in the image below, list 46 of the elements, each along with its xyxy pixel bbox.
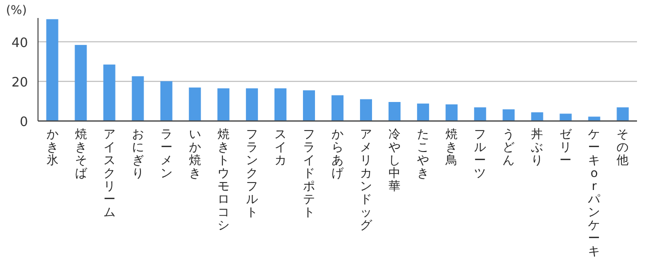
y-tick-label: 0 (20, 115, 28, 130)
x-tick-label: フライドポテト (302, 127, 315, 219)
x-tick-label: 冷やし中華 (388, 127, 401, 193)
category-label: ケーキorパンケーキ (588, 127, 600, 258)
x-tick-label: フランクフルト (246, 127, 258, 219)
bar (560, 114, 572, 121)
bar (417, 104, 430, 121)
x-tick-label: からあげ (332, 127, 344, 180)
x-tick-label: ゼリー (560, 127, 573, 167)
bar (446, 104, 458, 121)
x-tick-label: アイスクリーム (103, 127, 116, 219)
x-tick-label: 焼きトウモロコシ (217, 127, 230, 232)
y-tick-label: 20 (11, 75, 28, 90)
bar (103, 64, 116, 121)
y-tick-label: 40 (11, 36, 28, 51)
x-tick-label: 丼ぶり (531, 127, 544, 167)
x-tick-label: たこやき (417, 127, 430, 180)
x-tick-label: かき氷 (46, 127, 58, 167)
x-tick-label: フルーツ (474, 127, 486, 180)
bar (74, 44, 87, 121)
bar (531, 112, 544, 121)
bar (217, 88, 230, 121)
bar (616, 107, 629, 121)
bar (132, 76, 144, 121)
bar (360, 99, 372, 121)
x-tick-label: おにぎり (132, 127, 144, 180)
bar (502, 109, 515, 121)
x-tick-label: その他 (616, 127, 629, 167)
x-tick-label: いか焼き (188, 127, 201, 180)
x-tick-label: 焼きそば (74, 127, 88, 180)
bar (246, 88, 258, 121)
bar (388, 102, 401, 121)
x-tick-label: 焼き鳥 (444, 127, 458, 167)
bar (332, 95, 344, 121)
x-tick-label: ラーメン (160, 127, 172, 180)
x-tick-label: うどん (502, 127, 515, 167)
bar (302, 90, 315, 121)
bar (188, 88, 201, 121)
x-tick-label: スイカ (274, 127, 286, 167)
bar (274, 88, 286, 121)
bar (160, 81, 172, 121)
bar (588, 116, 600, 121)
y-axis-title: (%) (6, 3, 27, 17)
bar (46, 19, 58, 121)
bar (474, 107, 486, 121)
x-tick-label: アメリカンドッグ (360, 127, 374, 232)
